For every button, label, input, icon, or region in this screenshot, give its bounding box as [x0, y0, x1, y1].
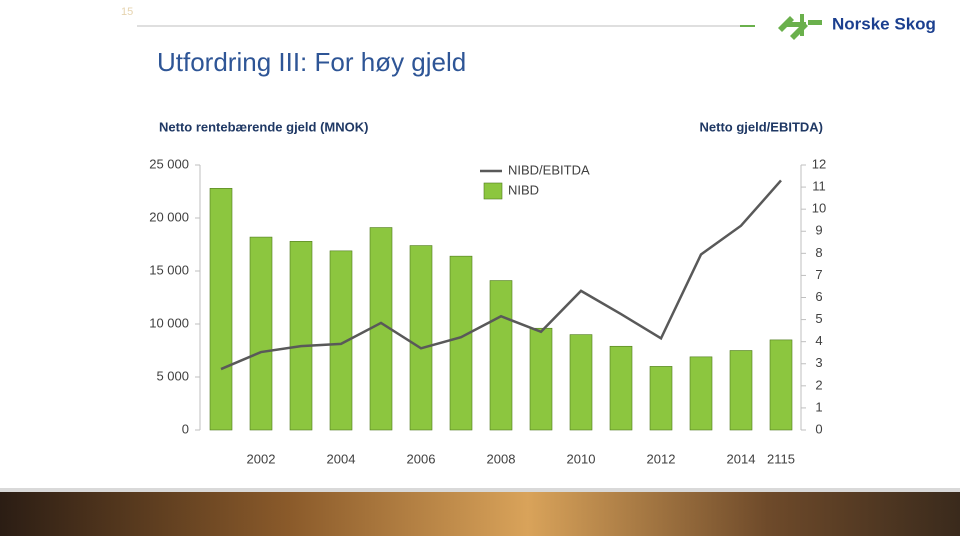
y2-tick-label: 2 [815, 377, 822, 392]
line [220, 179, 782, 371]
bar [449, 255, 473, 431]
legend-label: NIBD/EBITDA [508, 162, 590, 177]
x-tick-label: 2012 [647, 451, 676, 466]
y2-tick-label: 5 [815, 311, 822, 326]
x-tick-label: 2002 [247, 451, 276, 466]
bar [209, 188, 233, 431]
page-number: 15 [121, 6, 133, 18]
bar [329, 250, 353, 431]
y2-tick-label: 10 [812, 201, 826, 216]
x-tick-label: 2010 [567, 451, 596, 466]
y2-tick-label: 1 [815, 399, 822, 414]
bar [689, 356, 713, 431]
logo-text: Norske Skog [832, 14, 936, 33]
y2-tick-label: 11 [812, 179, 826, 194]
y2-tick-label: 7 [815, 267, 822, 282]
y2-tick-label: 6 [815, 289, 822, 304]
y2-axis-title: Netto gjeld/EBITDA) [700, 119, 824, 134]
legend-swatch [483, 182, 503, 200]
x-tick-label: 2008 [487, 451, 516, 466]
y-tick-label: 10 000 [149, 315, 189, 330]
footer-photo [0, 490, 960, 536]
bar [729, 350, 753, 431]
x-tick-label: 2115 [767, 451, 795, 466]
x-tick-label: 2014 [727, 451, 756, 466]
bar [289, 241, 313, 431]
bar [249, 236, 273, 431]
legend-label: NIBD [508, 182, 539, 197]
y2-tick-label: 12 [812, 156, 826, 171]
y-tick-label: 5 000 [156, 368, 189, 383]
y2-tick-label: 4 [815, 333, 822, 348]
slide-title: Utfordring III: For høy gjeld [157, 47, 466, 77]
y-tick-label: 20 000 [149, 209, 189, 224]
y2-tick-label: 3 [815, 355, 822, 370]
bar [489, 280, 513, 431]
y-axis-title: Netto rentebærende gjeld (MNOK) [159, 119, 368, 134]
x-tick-label: 2004 [327, 451, 356, 466]
bar [529, 327, 553, 431]
bar [569, 334, 593, 431]
bar [769, 339, 793, 431]
y-tick-label: 15 000 [149, 262, 189, 277]
y-tick-label: 25 000 [149, 156, 189, 171]
bar [409, 245, 433, 431]
bar [609, 345, 633, 431]
y2-tick-label: 9 [815, 223, 822, 238]
footer-rule [0, 488, 960, 492]
bar [649, 366, 673, 431]
y-tick-label: 0 [182, 421, 189, 436]
logo-icon [778, 14, 822, 40]
x-tick-label: 2006 [407, 451, 436, 466]
y2-tick-label: 0 [815, 421, 822, 436]
y2-tick-label: 8 [815, 245, 822, 260]
